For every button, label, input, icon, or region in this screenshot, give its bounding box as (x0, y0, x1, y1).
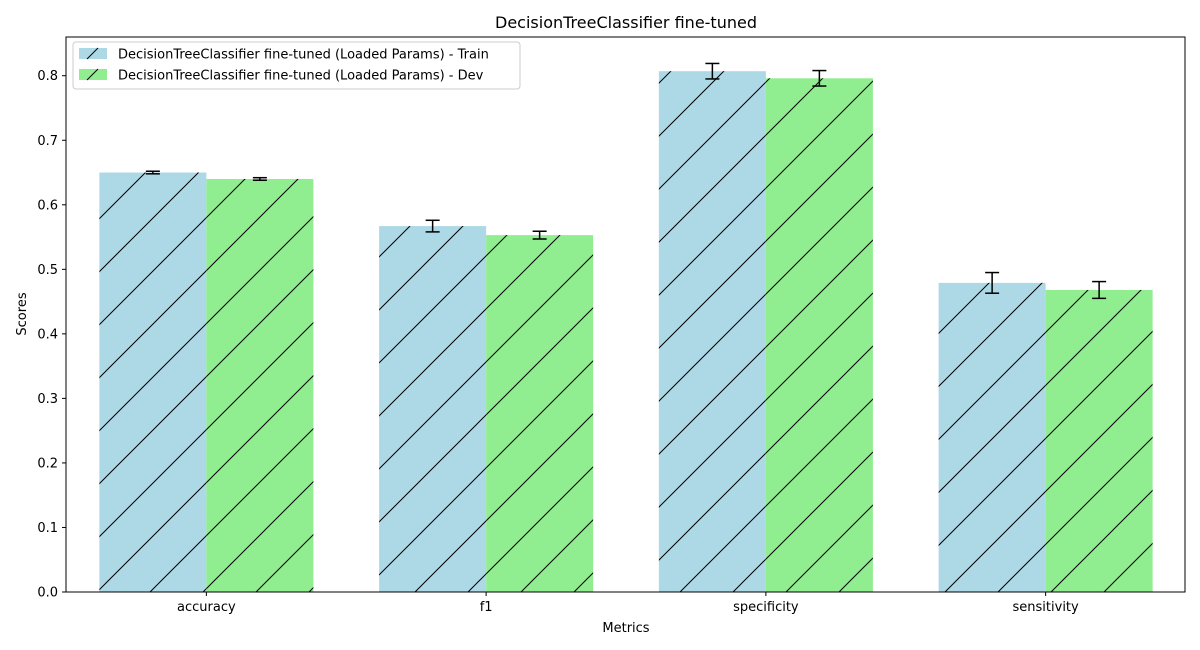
y-tick-label: 0.3 (37, 392, 58, 407)
error-bar-f1-series-0 (425, 219, 440, 233)
bar-hatch-accuracy-series-1 (206, 178, 314, 592)
y-tick-label: 0.0 (37, 586, 58, 601)
y-tick-label: 0.2 (37, 456, 58, 471)
bar-hatch-sensitivity-series-0 (938, 282, 1046, 592)
y-tick-label: 0.4 (37, 327, 58, 342)
legend-label-series-0: DecisionTreeClassifier fine-tuned (Loade… (118, 48, 489, 63)
y-axis-label: Scores (15, 292, 30, 335)
legend-label-series-1: DecisionTreeClassifier fine-tuned (Loade… (118, 69, 484, 84)
bar-hatch-f1-series-0 (379, 226, 487, 592)
error-bar-specificity-series-1 (812, 69, 827, 87)
error-bars-group (145, 62, 1107, 300)
y-tick-label: 0.7 (37, 134, 58, 149)
error-bar-sensitivity-series-0 (985, 271, 1000, 294)
plot-frame (65, 36, 1186, 593)
error-bar-sensitivity-series-1 (1092, 280, 1107, 300)
bar-hatch-sensitivity-series-1 (1045, 289, 1153, 592)
y-tick-label: 0.5 (37, 263, 58, 278)
error-bar-f1-series-1 (532, 230, 547, 240)
error-bar-specificity-series-0 (705, 62, 720, 80)
x-tick-label-f1: f1 (480, 600, 493, 615)
x-axis: accuracy f1 specificity sensitivity (177, 592, 1079, 615)
bar-hatch-accuracy-series-0 (99, 172, 207, 592)
bar-hatch-specificity-series-0 (658, 71, 766, 592)
bar-hatch-f1-series-1 (486, 235, 594, 593)
y-axis: 0.0 0.1 0.2 0.3 0.4 0.5 0.6 0.7 0.8 (37, 69, 66, 601)
x-tick-label-accuracy: accuracy (177, 600, 236, 615)
bars-group (99, 71, 1153, 593)
error-bar-accuracy-series-0 (145, 170, 160, 175)
x-tick-label-specificity: specificity (733, 600, 799, 615)
x-tick-label-sensitivity: sensitivity (1013, 600, 1080, 615)
bar-hatch-specificity-series-1 (765, 78, 873, 593)
legend-box (72, 41, 521, 90)
y-tick-label: 0.8 (37, 69, 58, 84)
error-bar-accuracy-series-1 (252, 176, 267, 182)
y-tick-label: 0.6 (37, 198, 58, 213)
x-axis-label: Metrics (602, 621, 649, 636)
chart-title: DecisionTreeClassifier fine-tuned (495, 13, 757, 32)
legend: DecisionTreeClassifier fine-tuned (Loade… (72, 41, 521, 90)
y-tick-label: 0.1 (37, 521, 58, 536)
